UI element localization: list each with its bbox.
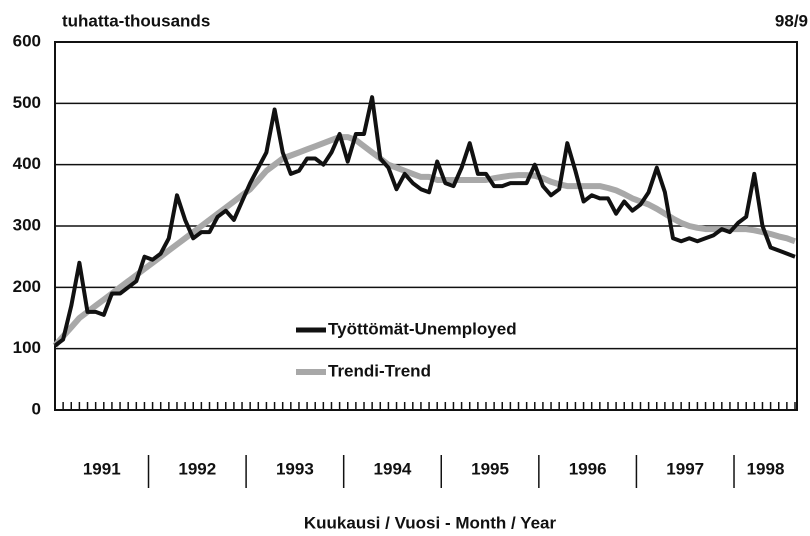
y-tick-label: 500 [13, 93, 41, 112]
x-axis-label: Kuukausi / Vuosi - Month / Year [304, 513, 557, 532]
y-tick-label: 200 [13, 277, 41, 296]
plot-frame [54, 41, 798, 411]
legend-label: Työttömät-Unemployed [328, 319, 517, 338]
series-line [53, 95, 796, 348]
unit-label: tuhatta-thousands [62, 11, 210, 30]
x-tick-label: 1995 [471, 459, 509, 478]
x-tick-label: 1993 [276, 459, 314, 478]
y-tick-label: 100 [13, 338, 41, 357]
x-tick-label: 1996 [569, 459, 607, 478]
y-tick-label: 600 [13, 31, 41, 50]
y-tick-label: 300 [13, 215, 41, 234]
y-tick-label: 0 [32, 399, 41, 418]
corner-label: 98/9 [775, 11, 808, 30]
x-tick-label: 1992 [178, 459, 216, 478]
x-tick-label: 1997 [666, 459, 704, 478]
x-tick-label: 1994 [374, 459, 412, 478]
x-tick-label: 1998 [747, 459, 785, 478]
series-line [52, 134, 797, 348]
y-tick-label: 400 [13, 154, 41, 173]
x-tick-label: 1991 [83, 459, 121, 478]
legend-label: Trendi-Trend [328, 361, 431, 380]
